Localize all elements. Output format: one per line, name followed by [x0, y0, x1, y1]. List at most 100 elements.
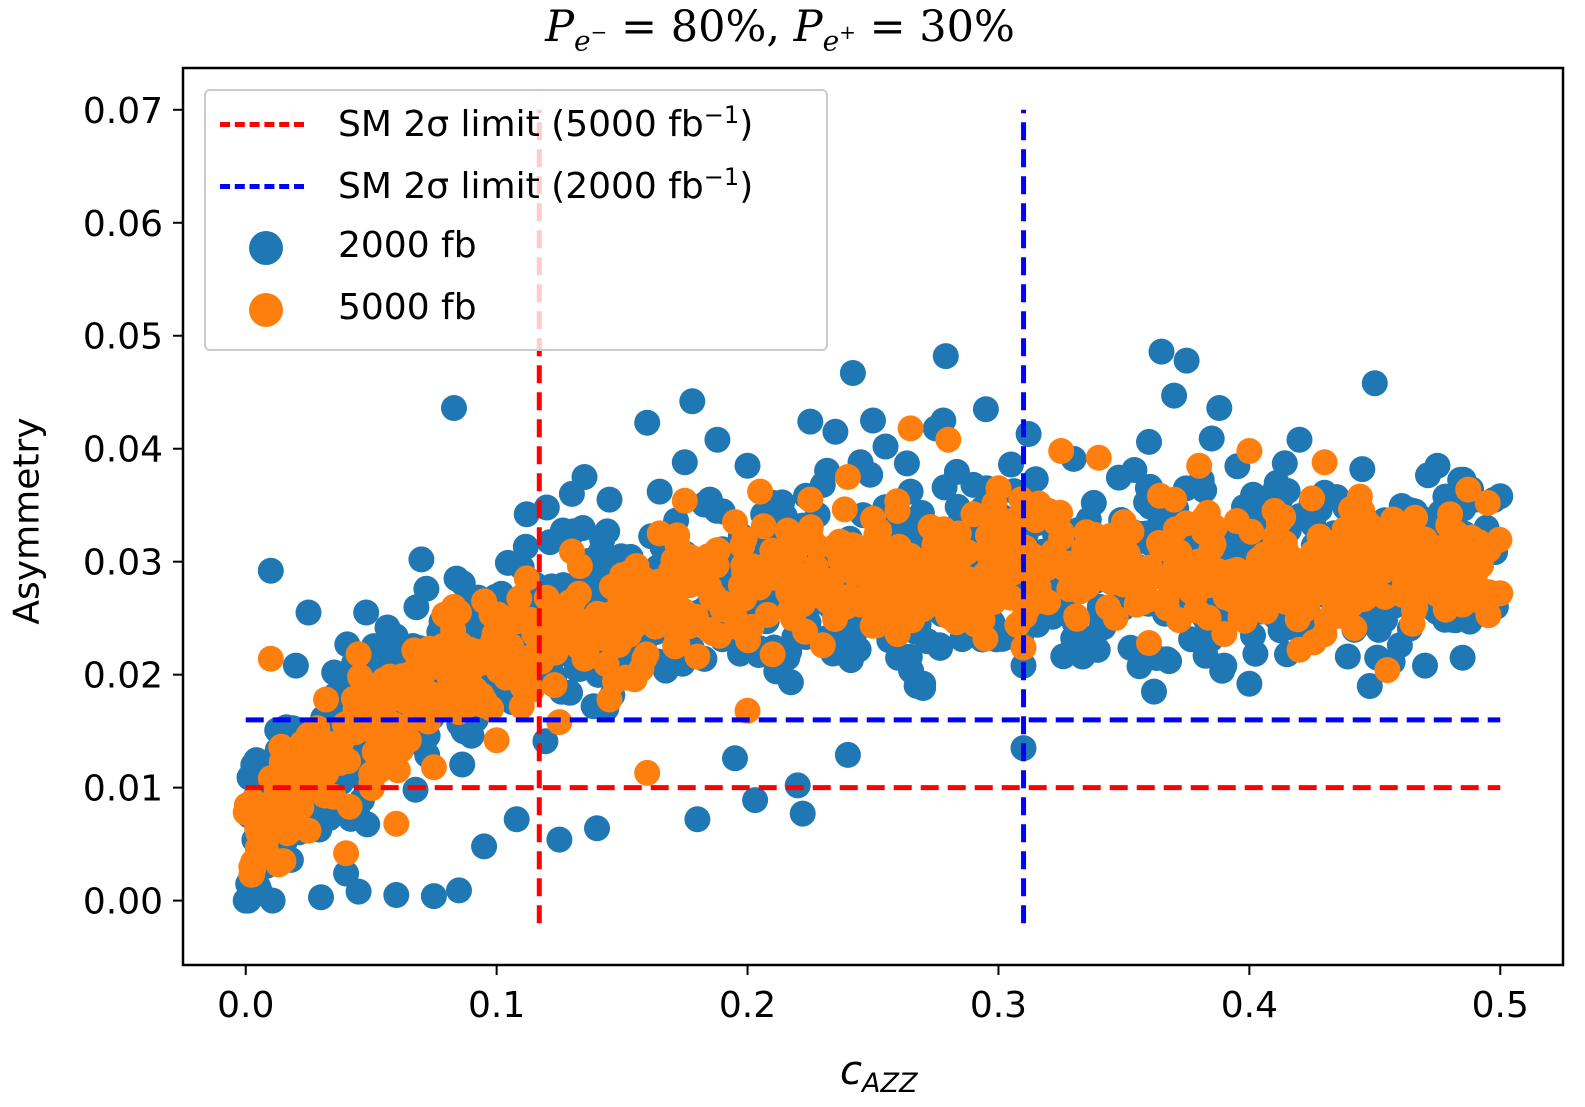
data-point — [295, 817, 322, 844]
data-point — [1146, 482, 1173, 509]
data-point — [834, 464, 861, 490]
data-point — [441, 395, 467, 421]
data-point — [1435, 512, 1462, 539]
data-point — [731, 526, 758, 552]
data-point — [384, 723, 411, 750]
data-point — [358, 775, 385, 802]
data-point — [336, 793, 363, 820]
data-point — [377, 663, 403, 690]
data-point — [235, 887, 262, 914]
data-point — [1166, 607, 1193, 634]
legend-label-blue-limit: SM 2σ limit (2000 fb−1) — [338, 163, 754, 207]
data-point — [584, 815, 610, 842]
series-5000-fb — [232, 415, 1514, 888]
data-point — [1148, 338, 1175, 365]
data-point — [1271, 450, 1298, 477]
data-point — [1221, 584, 1248, 611]
data-point — [1442, 562, 1469, 589]
data-point — [1356, 673, 1383, 699]
data-point — [333, 860, 360, 887]
data-point — [1114, 550, 1141, 577]
axes-frame — [181, 66, 1565, 967]
y-tick-label: 0.05 — [83, 317, 163, 358]
data-point — [753, 552, 780, 579]
data-point — [596, 486, 623, 513]
data-point — [1238, 518, 1265, 545]
data-point — [1353, 508, 1379, 535]
data-point — [571, 464, 598, 490]
x-tick-label: 0.5 — [1472, 985, 1529, 1026]
legend-blue-marker — [249, 231, 283, 265]
data-point — [1004, 611, 1031, 638]
data-point — [682, 603, 709, 630]
legend-label-2000fb: 2000 fb — [338, 225, 477, 266]
data-point — [722, 745, 748, 772]
data-point — [1071, 535, 1098, 562]
data-point — [1286, 426, 1313, 453]
data-point — [259, 887, 286, 914]
legend-label-5000fb: 5000 fb — [338, 287, 477, 328]
data-point — [1346, 483, 1373, 510]
data-point — [1415, 462, 1441, 489]
data-point — [321, 659, 348, 686]
data-point — [1269, 586, 1296, 613]
data-point — [1191, 505, 1218, 532]
data-point — [709, 596, 736, 623]
data-point — [494, 549, 521, 576]
data-point — [584, 604, 611, 631]
data-point — [433, 639, 459, 666]
data-point — [683, 566, 710, 593]
data-point — [840, 623, 867, 650]
data-point — [440, 593, 467, 620]
y-tick-label: 0.01 — [83, 769, 163, 810]
data-point — [814, 457, 841, 484]
data-point — [779, 605, 806, 632]
series-layer — [232, 338, 1514, 914]
data-point — [537, 529, 563, 556]
x-tick-label: 0.1 — [468, 985, 525, 1026]
data-point — [1105, 464, 1132, 491]
data-point — [884, 621, 911, 648]
data-point — [607, 586, 634, 613]
data-point — [703, 552, 730, 579]
data-point — [1195, 604, 1222, 631]
data-point — [345, 641, 372, 668]
data-point — [1153, 646, 1180, 673]
data-point — [843, 533, 870, 560]
data-point — [857, 461, 884, 488]
data-point — [331, 745, 358, 772]
data-point — [700, 620, 727, 647]
data-point — [1211, 621, 1238, 647]
data-point — [545, 627, 572, 654]
data-point — [872, 433, 899, 460]
data-point — [512, 533, 539, 560]
data-point — [239, 861, 266, 888]
y-tick-label: 0.07 — [83, 91, 163, 132]
x-tick-label: 0.3 — [970, 985, 1027, 1026]
data-point — [1391, 572, 1418, 599]
data-point — [589, 526, 616, 553]
legend-item-5000fb: 5000 fb — [206, 285, 826, 335]
data-point — [1000, 507, 1027, 534]
data-point — [1206, 395, 1233, 421]
data-point — [893, 450, 920, 477]
data-point — [769, 489, 796, 516]
data-point — [546, 826, 573, 853]
data-point — [566, 553, 593, 579]
data-point — [345, 878, 372, 905]
data-point — [797, 408, 824, 435]
data-point — [1345, 570, 1372, 597]
y-tick-label: 0.04 — [83, 430, 163, 471]
data-point — [267, 779, 294, 806]
data-point — [1063, 603, 1090, 630]
data-point — [1141, 678, 1167, 705]
data-point — [1015, 421, 1042, 447]
data-point — [295, 599, 322, 626]
data-point — [634, 759, 661, 786]
data-point — [257, 557, 284, 584]
data-point — [892, 581, 919, 608]
data-point — [727, 615, 754, 642]
data-point — [779, 573, 805, 600]
data-point — [1008, 486, 1035, 513]
data-point — [664, 631, 691, 658]
